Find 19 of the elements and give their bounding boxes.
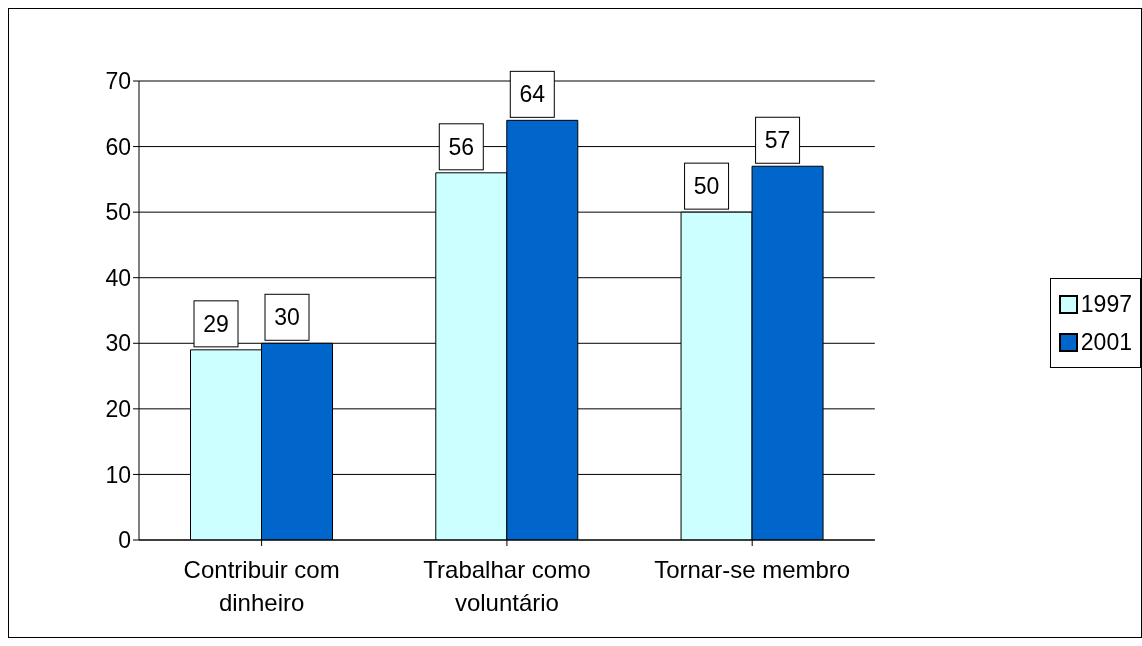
y-tick-label: 10	[105, 461, 131, 488]
data-label: 57	[764, 127, 791, 154]
x-tick-label: Contribuir com dinheiro	[183, 555, 340, 616]
y-tick-label: 30	[105, 330, 131, 357]
legend-label: 1997	[1080, 290, 1132, 318]
data-label: 50	[693, 173, 720, 200]
y-tick-label: 0	[118, 527, 131, 554]
data-label: 30	[274, 304, 300, 331]
y-tick-label: 50	[105, 199, 131, 226]
y-tick-label: 60	[105, 133, 131, 160]
data-label: 29	[203, 310, 229, 337]
data-label: 64	[519, 81, 546, 108]
legend-label: 2001	[1080, 328, 1132, 356]
x-tick-label: Trabalhar como voluntário	[423, 555, 591, 616]
y-tick-label: 40	[105, 264, 131, 291]
y-tick-label: 20	[105, 396, 131, 423]
x-tick-label: Tornar-se membro	[654, 555, 851, 583]
y-tick-label: 70	[105, 68, 131, 95]
data-label: 56	[448, 133, 475, 160]
